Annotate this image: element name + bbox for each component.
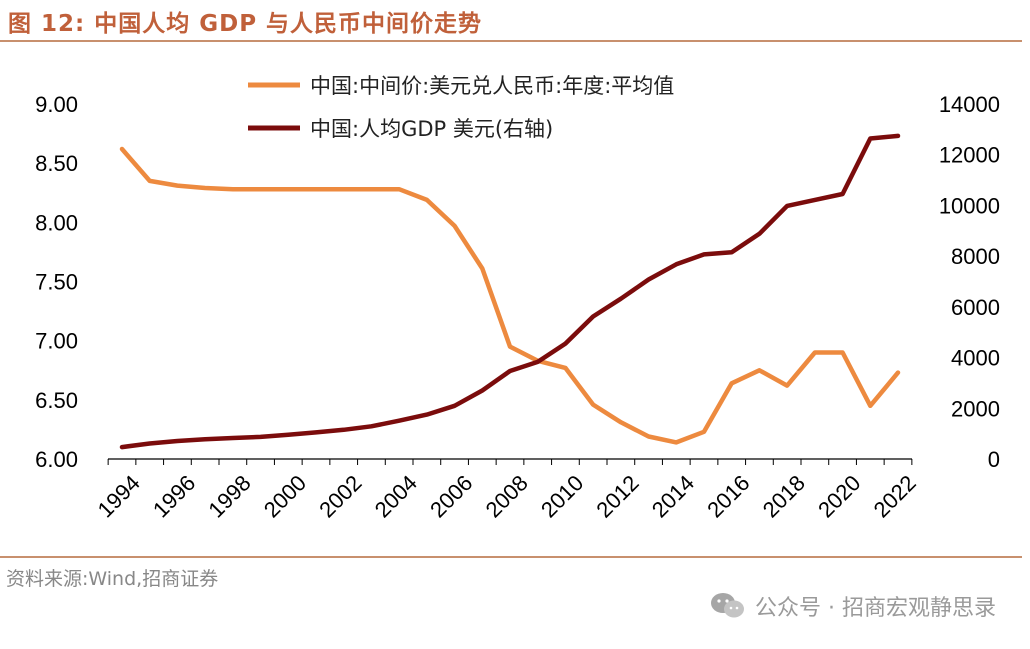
y2-tick-label: 0 xyxy=(988,447,1000,472)
title-divider xyxy=(0,40,1022,42)
series-layer xyxy=(119,133,901,450)
axes-layer: 6.00 6.50 7.00 7.50 8.00 8.50 9.00 0 2000 4000 600… xyxy=(35,92,1000,522)
x-tick-label: 1994 xyxy=(93,470,145,522)
y-tick-label: 7.00 xyxy=(35,329,78,354)
y-tick-label: 9.00 xyxy=(35,92,78,117)
figure-title: 图 12: 中国人均 GDP 与人民币中间价走势 xyxy=(8,11,483,37)
y-tick-label: 8.00 xyxy=(35,210,78,235)
watermark-text: 公众号 · 招商宏观静思录 xyxy=(755,596,996,621)
x-tick-label: 1996 xyxy=(148,470,200,522)
series-line-gdp-per-capita xyxy=(119,133,901,450)
x-tick-label: 2022 xyxy=(869,470,921,522)
series-line-usd-cny-rate xyxy=(119,146,901,445)
x-tick-label: 2000 xyxy=(259,470,311,522)
legend-label-1: 中国:中间价:美元兑人民币:年度:平均值 xyxy=(310,74,674,98)
y2-tick-label: 4000 xyxy=(951,346,1000,371)
x-tick-label: 2010 xyxy=(536,470,588,522)
x-tick-label: 2006 xyxy=(425,470,477,522)
x-tick-label: 2008 xyxy=(481,470,533,522)
x-tick-label: 1998 xyxy=(203,470,255,522)
x-tick-label: 2020 xyxy=(813,470,865,522)
x-tick-label: 2016 xyxy=(702,470,754,522)
y-tick-label: 6.50 xyxy=(35,388,78,413)
y2-tick-label: 10000 xyxy=(939,193,1000,218)
x-tick-label: 2012 xyxy=(591,470,643,522)
x-tick-label: 2014 xyxy=(647,470,699,522)
source-note: 资料来源:Wind,招商证券 xyxy=(6,568,219,590)
wechat-icon xyxy=(711,593,745,618)
y-tick-label: 7.50 xyxy=(35,270,78,295)
y2-tick-label: 2000 xyxy=(951,396,1000,421)
source-divider xyxy=(0,556,1022,558)
chart: 6.00 6.50 7.00 7.50 8.00 8.50 9.00 0 2000 4000 600… xyxy=(35,74,1000,522)
y2-tick-label: 12000 xyxy=(939,143,1000,168)
y2-tick-label: 14000 xyxy=(939,92,1000,117)
y2-tick-label: 6000 xyxy=(951,295,1000,320)
x-tick-label: 2018 xyxy=(758,470,810,522)
x-tick-label: 2002 xyxy=(314,470,366,522)
y2-tick-label: 8000 xyxy=(951,244,1000,269)
x-tick-label: 2004 xyxy=(370,470,422,522)
legend-label-2: 中国:人均GDP 美元(右轴) xyxy=(310,117,553,141)
y-tick-label: 6.00 xyxy=(35,447,78,472)
watermark: 公众号 · 招商宏观静思录 xyxy=(709,590,996,622)
y-tick-label: 8.50 xyxy=(35,151,78,176)
